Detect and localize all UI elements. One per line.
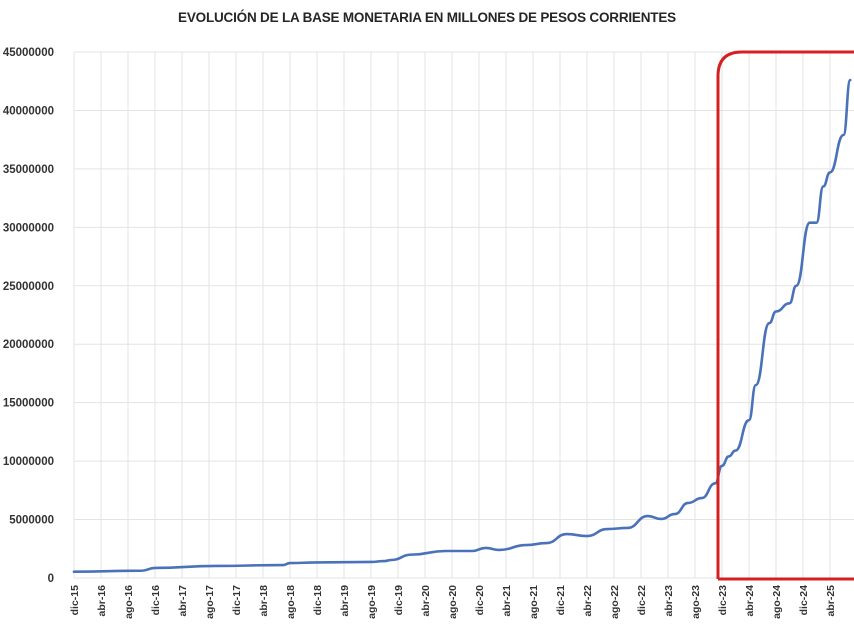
annotations (716, 50, 854, 581)
x-tick-label: abr-22 (582, 585, 594, 617)
x-tick-label: abr-19 (339, 585, 351, 617)
x-tick-label: abr-20 (420, 585, 432, 617)
x-tick-label: ago-23 (690, 585, 702, 619)
x-tick-label: dic-20 (474, 585, 486, 616)
x-tick-label: dic-21 (555, 585, 567, 616)
x-tick-label: abr-23 (663, 585, 675, 617)
y-tick-label: 10000000 (3, 456, 54, 468)
y-tick-label: 40000000 (3, 105, 54, 117)
x-tick-label: dic-16 (150, 585, 162, 616)
gridlines (73, 51, 854, 579)
x-tick-label: abr-17 (177, 585, 189, 617)
y-axis: 0 5000000 10000000 15000000 20000000 25000000… (3, 47, 54, 585)
series-line (72, 78, 852, 573)
y-tick-label: 35000000 (3, 164, 54, 176)
x-tick-label: ago-19 (366, 585, 378, 619)
x-tick-label: ago-21 (528, 585, 540, 619)
x-tick-label: dic-18 (312, 585, 324, 616)
x-tick-label: dic-19 (393, 585, 405, 616)
x-tick-label: abr-21 (501, 585, 513, 617)
x-tick-label: ago-16 (123, 585, 135, 619)
y-tick-label: 5000000 (9, 515, 54, 527)
series (72, 78, 852, 573)
x-tick-label: abr-24 (744, 585, 756, 617)
x-tick-label: abr-18 (258, 585, 270, 617)
x-tick-label: ago-25 (852, 585, 854, 619)
y-tick-label: 25000000 (3, 281, 54, 293)
x-tick-label: ago-22 (609, 585, 621, 619)
x-tick-label: abr-16 (96, 585, 108, 617)
highlight-box (716, 50, 854, 581)
x-tick-label: dic-22 (636, 585, 648, 616)
x-tick-label: dic-23 (717, 585, 729, 616)
x-tick-label: dic-15 (69, 585, 81, 616)
x-tick-label: ago-18 (285, 585, 297, 619)
y-tick-label: 0 (48, 573, 54, 585)
x-tick-label: dic-24 (798, 585, 810, 616)
x-tick-label: abr-25 (825, 585, 837, 617)
chart-title: EVOLUCIÓN DE LA BASE MONETARIA EN MILLON… (178, 10, 676, 25)
x-tick-label: dic-17 (231, 585, 243, 616)
x-axis: dic-15 abr-16 ago-16 dic-16 abr-17 ago-17 dic-… (69, 585, 854, 619)
y-tick-label: 20000000 (3, 339, 54, 351)
x-tick-label: ago-17 (204, 585, 216, 619)
y-tick-label: 45000000 (3, 47, 54, 59)
y-tick-label: 30000000 (3, 222, 54, 234)
x-tick-label: ago-24 (771, 585, 783, 619)
x-tick-label: ago-20 (447, 585, 459, 619)
y-tick-label: 15000000 (3, 398, 54, 410)
